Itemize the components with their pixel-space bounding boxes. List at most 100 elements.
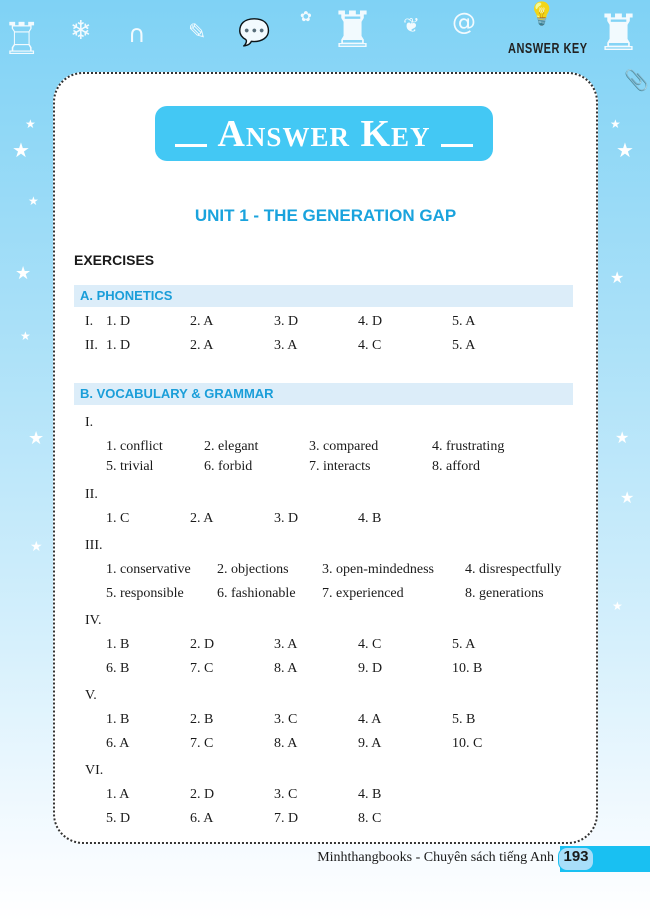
answer-item: 1. B: [106, 712, 130, 727]
answer-item: 4. C: [358, 637, 382, 652]
answer-row: 1. C 2. A 3. D 4. B: [55, 511, 596, 531]
divider: [440, 144, 473, 147]
lightbulb-icon: 💡: [528, 2, 556, 27]
answer-item: 4. disrespectfully: [465, 562, 562, 577]
page-title: Answer Key: [217, 112, 431, 155]
answer-row: 1. D 2. A 3. D 4. D 5. A: [55, 314, 596, 334]
answer-item: 6. A: [190, 811, 214, 826]
answer-item: 2. D: [190, 637, 215, 652]
answer-item: 4. D: [358, 314, 383, 329]
answer-item: 7. C: [190, 736, 214, 751]
star-icon: ★: [20, 329, 31, 343]
answer-item: 1. A: [106, 787, 130, 802]
answer-item: 2. A: [190, 314, 214, 329]
answer-item: 1. conservative: [106, 562, 191, 577]
running-header: ANSWER KEY: [508, 41, 588, 57]
exercise-number: VI.: [55, 763, 596, 783]
star-icon: ★: [620, 488, 635, 507]
answer-item: 8. A: [274, 736, 298, 751]
answer-item: 2. objections: [217, 562, 289, 577]
at-sign-icon: @: [452, 8, 476, 36]
roman-numeral: II.: [85, 338, 98, 353]
answer-item: 6. A: [106, 736, 130, 751]
answer-item: 1. B: [106, 637, 130, 652]
answer-item: 2. B: [190, 712, 214, 727]
answer-item: 6. forbid: [204, 459, 253, 474]
answer-item: 4. B: [358, 511, 382, 526]
big-ben-icon: ♜: [330, 1, 375, 59]
page-number: 193: [558, 847, 594, 871]
answer-row: 5. trivial 6. forbid 7. interacts 8. afford: [55, 459, 596, 479]
answer-item: 5. D: [106, 811, 131, 826]
snowflake-icon: ❄: [70, 16, 92, 46]
star-icon: ★: [28, 428, 45, 449]
exercise-number: I.: [55, 415, 596, 435]
exercise-number: I.: [55, 314, 596, 334]
exercises-heading: EXERCISES: [74, 252, 155, 268]
answer-card: Answer Key UNIT 1 - THE GENERATION GAP E…: [53, 72, 598, 844]
answer-item: 2. elegant: [204, 439, 259, 454]
answer-item: 7. C: [190, 661, 214, 676]
answer-item: 4. frustrating: [432, 439, 505, 454]
answer-item: 1. D: [106, 338, 131, 353]
answer-row: 1. A 2. D 3. C 4. B: [55, 787, 596, 807]
answer-item: 4. A: [358, 712, 382, 727]
star-icon: ★: [615, 428, 630, 447]
answer-item: 1. conflict: [106, 439, 163, 454]
roman-numeral: IV.: [85, 613, 102, 628]
answer-item: 10. B: [452, 661, 483, 676]
star-icon: ★: [610, 268, 625, 287]
answer-item: 8. generations: [465, 586, 544, 601]
pencil-icon: ✎: [188, 20, 207, 45]
answer-row: 6. A 7. C 8. A 9. A 10. C: [55, 736, 596, 756]
star-icon: ★: [616, 138, 634, 162]
butterfly-icon: ✿: [300, 9, 312, 25]
answer-item: 8. A: [274, 661, 298, 676]
star-icon: ★: [15, 263, 32, 284]
answer-row: 1. B 2. D 3. A 4. C 5. A: [55, 637, 596, 657]
answer-row: 5. responsible 6. fashionable 7. experienc…: [55, 586, 596, 606]
star-icon: ★: [612, 599, 623, 613]
section-vocabulary-grammar: B. VOCABULARY & GRAMMAR: [74, 383, 573, 405]
chat-bubble-icon: 💬: [238, 18, 271, 48]
roman-numeral: I.: [85, 415, 94, 430]
exercise-number: II.: [55, 487, 596, 507]
answer-item: 6. B: [106, 661, 130, 676]
answer-row: 5. D 6. A 7. D 8. C: [55, 811, 596, 831]
answer-item: 3. A: [274, 338, 298, 353]
answer-item: 10. C: [452, 736, 483, 751]
answer-row: 1. conservative 2. objections 3. open-mind…: [55, 562, 596, 582]
paperclip-icon: 📎: [624, 68, 649, 92]
answer-item: 5. A: [452, 314, 476, 329]
exercise-number: IV.: [55, 613, 596, 633]
exercise-number: V.: [55, 688, 596, 708]
answer-row: 1. D 2. A 3. A 4. C 5. A: [55, 338, 596, 358]
answer-item: 9. A: [358, 736, 382, 751]
answer-item: 7. D: [274, 811, 299, 826]
answer-item: 4. C: [358, 338, 382, 353]
unit-heading: UNIT 1 - THE GENERATION GAP: [194, 206, 457, 225]
answer-row: 6. B 7. C 8. A 9. D 10. B: [55, 661, 596, 681]
clock-tower-icon: ♜: [596, 4, 641, 62]
answer-item: 3. D: [274, 511, 299, 526]
answer-item: 1. D: [106, 314, 131, 329]
answer-item: 8. afford: [432, 459, 480, 474]
roman-numeral: II.: [85, 487, 98, 502]
star-icon: ★: [610, 117, 621, 131]
answer-row: 1. B 2. B 3. C 4. A 5. B: [55, 712, 596, 732]
roman-numeral: I.: [85, 314, 94, 329]
answer-item: 5. trivial: [106, 459, 154, 474]
answer-item: 5. responsible: [106, 586, 184, 601]
answer-item: 3. compared: [309, 439, 379, 454]
answer-item: 2. D: [190, 787, 215, 802]
answer-item: 1. C: [106, 511, 130, 526]
answer-item: 3. D: [274, 314, 299, 329]
answer-item: 2. A: [190, 511, 214, 526]
answer-item: 5. A: [452, 637, 476, 652]
section-phonetics: A. PHONETICS: [74, 285, 573, 307]
answer-row: 1. conflict 2. elegant 3. compared 4. frust…: [55, 439, 596, 459]
title-banner: Answer Key: [155, 106, 493, 161]
answer-item: 5. B: [452, 712, 476, 727]
answer-item: 2. A: [190, 338, 214, 353]
roman-numeral: III.: [85, 538, 103, 553]
